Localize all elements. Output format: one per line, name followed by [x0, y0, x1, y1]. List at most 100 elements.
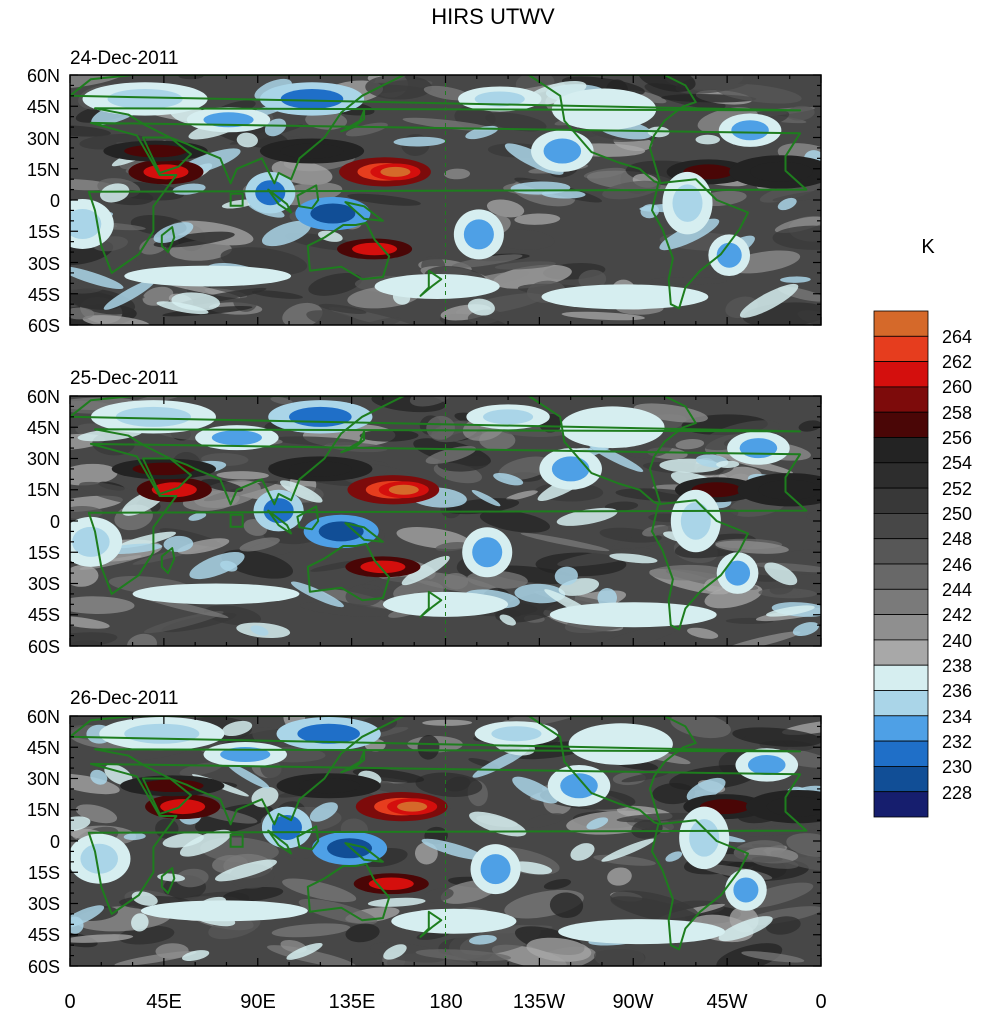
colorbar-label: 256: [942, 428, 972, 448]
colorbar-box: [873, 487, 929, 514]
colorbar-label: 232: [942, 732, 972, 752]
field-blob: [638, 75, 696, 92]
lat-label: 60S: [28, 637, 60, 657]
colorbar-label: 264: [942, 327, 972, 347]
panel-date-3: 26-Dec-2011: [70, 688, 178, 709]
field-blob: [732, 727, 821, 747]
field-feature: [211, 430, 262, 446]
field-blob: [621, 771, 670, 783]
field-blob: [264, 118, 287, 137]
field-blob: [181, 950, 210, 961]
lat-label: 30N: [27, 769, 60, 789]
colorbar-label: 260: [942, 377, 972, 397]
coastline: [340, 430, 366, 454]
colorbar-box: [873, 740, 929, 767]
colorbar-boxes: [873, 310, 929, 818]
colorbar-label: 258: [942, 403, 972, 423]
lon-label: 0: [815, 991, 826, 1013]
field-blob: [280, 480, 323, 503]
field-blob: [70, 179, 114, 191]
field-blob: [286, 847, 318, 860]
lat-label: 30N: [27, 129, 60, 149]
field-blob: [127, 633, 157, 646]
colorbar-label: 238: [942, 656, 972, 676]
field-blob: [514, 213, 561, 225]
field-blob: [82, 315, 150, 325]
field-feature: [716, 242, 742, 268]
lat-label: 30S: [28, 574, 60, 594]
coastline: [267, 509, 293, 535]
coastline: [296, 825, 320, 851]
field-blob: [469, 811, 527, 837]
field-feature: [474, 91, 525, 107]
lat-label: 60N: [27, 707, 60, 727]
colorbar-box: [873, 386, 929, 413]
field-feature: [483, 409, 534, 425]
field-feature: [725, 560, 751, 586]
field-blob: [417, 735, 440, 760]
field-blob: [715, 540, 789, 554]
field-feature: [297, 723, 360, 744]
field-feature: [589, 731, 653, 757]
lat-labels-2: 60N 45N 30N 15N 0 15S 30S 45S 60S: [27, 387, 60, 657]
colorbar-label: 262: [942, 352, 972, 372]
field-blob: [616, 812, 696, 823]
field-blob: [251, 290, 303, 299]
coastline: [344, 842, 384, 863]
lat-label: 15S: [28, 222, 60, 242]
colorbar-box: [873, 715, 929, 742]
field-blob: [270, 396, 293, 405]
field-blob: [118, 925, 175, 945]
coastline: [419, 269, 443, 297]
field-blob: [70, 307, 95, 320]
field-blob: [772, 225, 821, 250]
field-blob: [347, 193, 421, 206]
lat-label: 30S: [28, 894, 60, 914]
field-blob: [421, 838, 486, 861]
coastline: [87, 762, 808, 915]
lat-label: 15S: [28, 543, 60, 563]
colorbar-label: 228: [942, 783, 972, 803]
field-feature: [157, 269, 258, 283]
colorbar-label: 244: [942, 580, 972, 600]
field-blob: [70, 905, 105, 929]
lat-label: 45N: [27, 738, 60, 758]
field-blob: [318, 230, 343, 242]
field-blob: [765, 916, 801, 935]
field-blob: [309, 802, 338, 822]
coastline: [160, 547, 176, 575]
field-blob: [308, 273, 362, 296]
coastline: [306, 542, 391, 602]
field-feature: [124, 723, 200, 744]
coastline: [160, 867, 176, 895]
field-blob: [720, 631, 801, 646]
field-feature: [72, 526, 110, 557]
field-blob: [251, 786, 279, 808]
field-blob: [188, 512, 207, 521]
coastline: [340, 750, 366, 774]
field-blob: [70, 75, 133, 89]
field-blob: [607, 867, 632, 886]
field-feature: [543, 138, 582, 164]
field-blob: [70, 495, 123, 513]
colorbar-box: [873, 639, 929, 666]
field-blob: [543, 879, 572, 890]
field-blob: [520, 532, 610, 552]
field-feature: [271, 814, 302, 840]
field-blob: [675, 75, 753, 94]
field-blob: [179, 829, 232, 857]
lat-labels-3: 60N 45N 30N 15N 0 15S 30S 45S 60S: [27, 707, 60, 977]
field-blob: [687, 627, 719, 639]
coastline: [419, 590, 443, 618]
field-blob: [526, 937, 592, 962]
field-blob: [70, 773, 120, 795]
field-feature: [472, 537, 503, 568]
lat-label: 0: [50, 832, 60, 852]
field-blob: [601, 838, 655, 862]
field-feature: [220, 747, 271, 763]
field-feature: [165, 587, 267, 601]
field-blob: [479, 510, 550, 533]
field-layer-2: [70, 396, 821, 646]
field-feature: [750, 161, 813, 182]
field-blob: [215, 859, 277, 882]
